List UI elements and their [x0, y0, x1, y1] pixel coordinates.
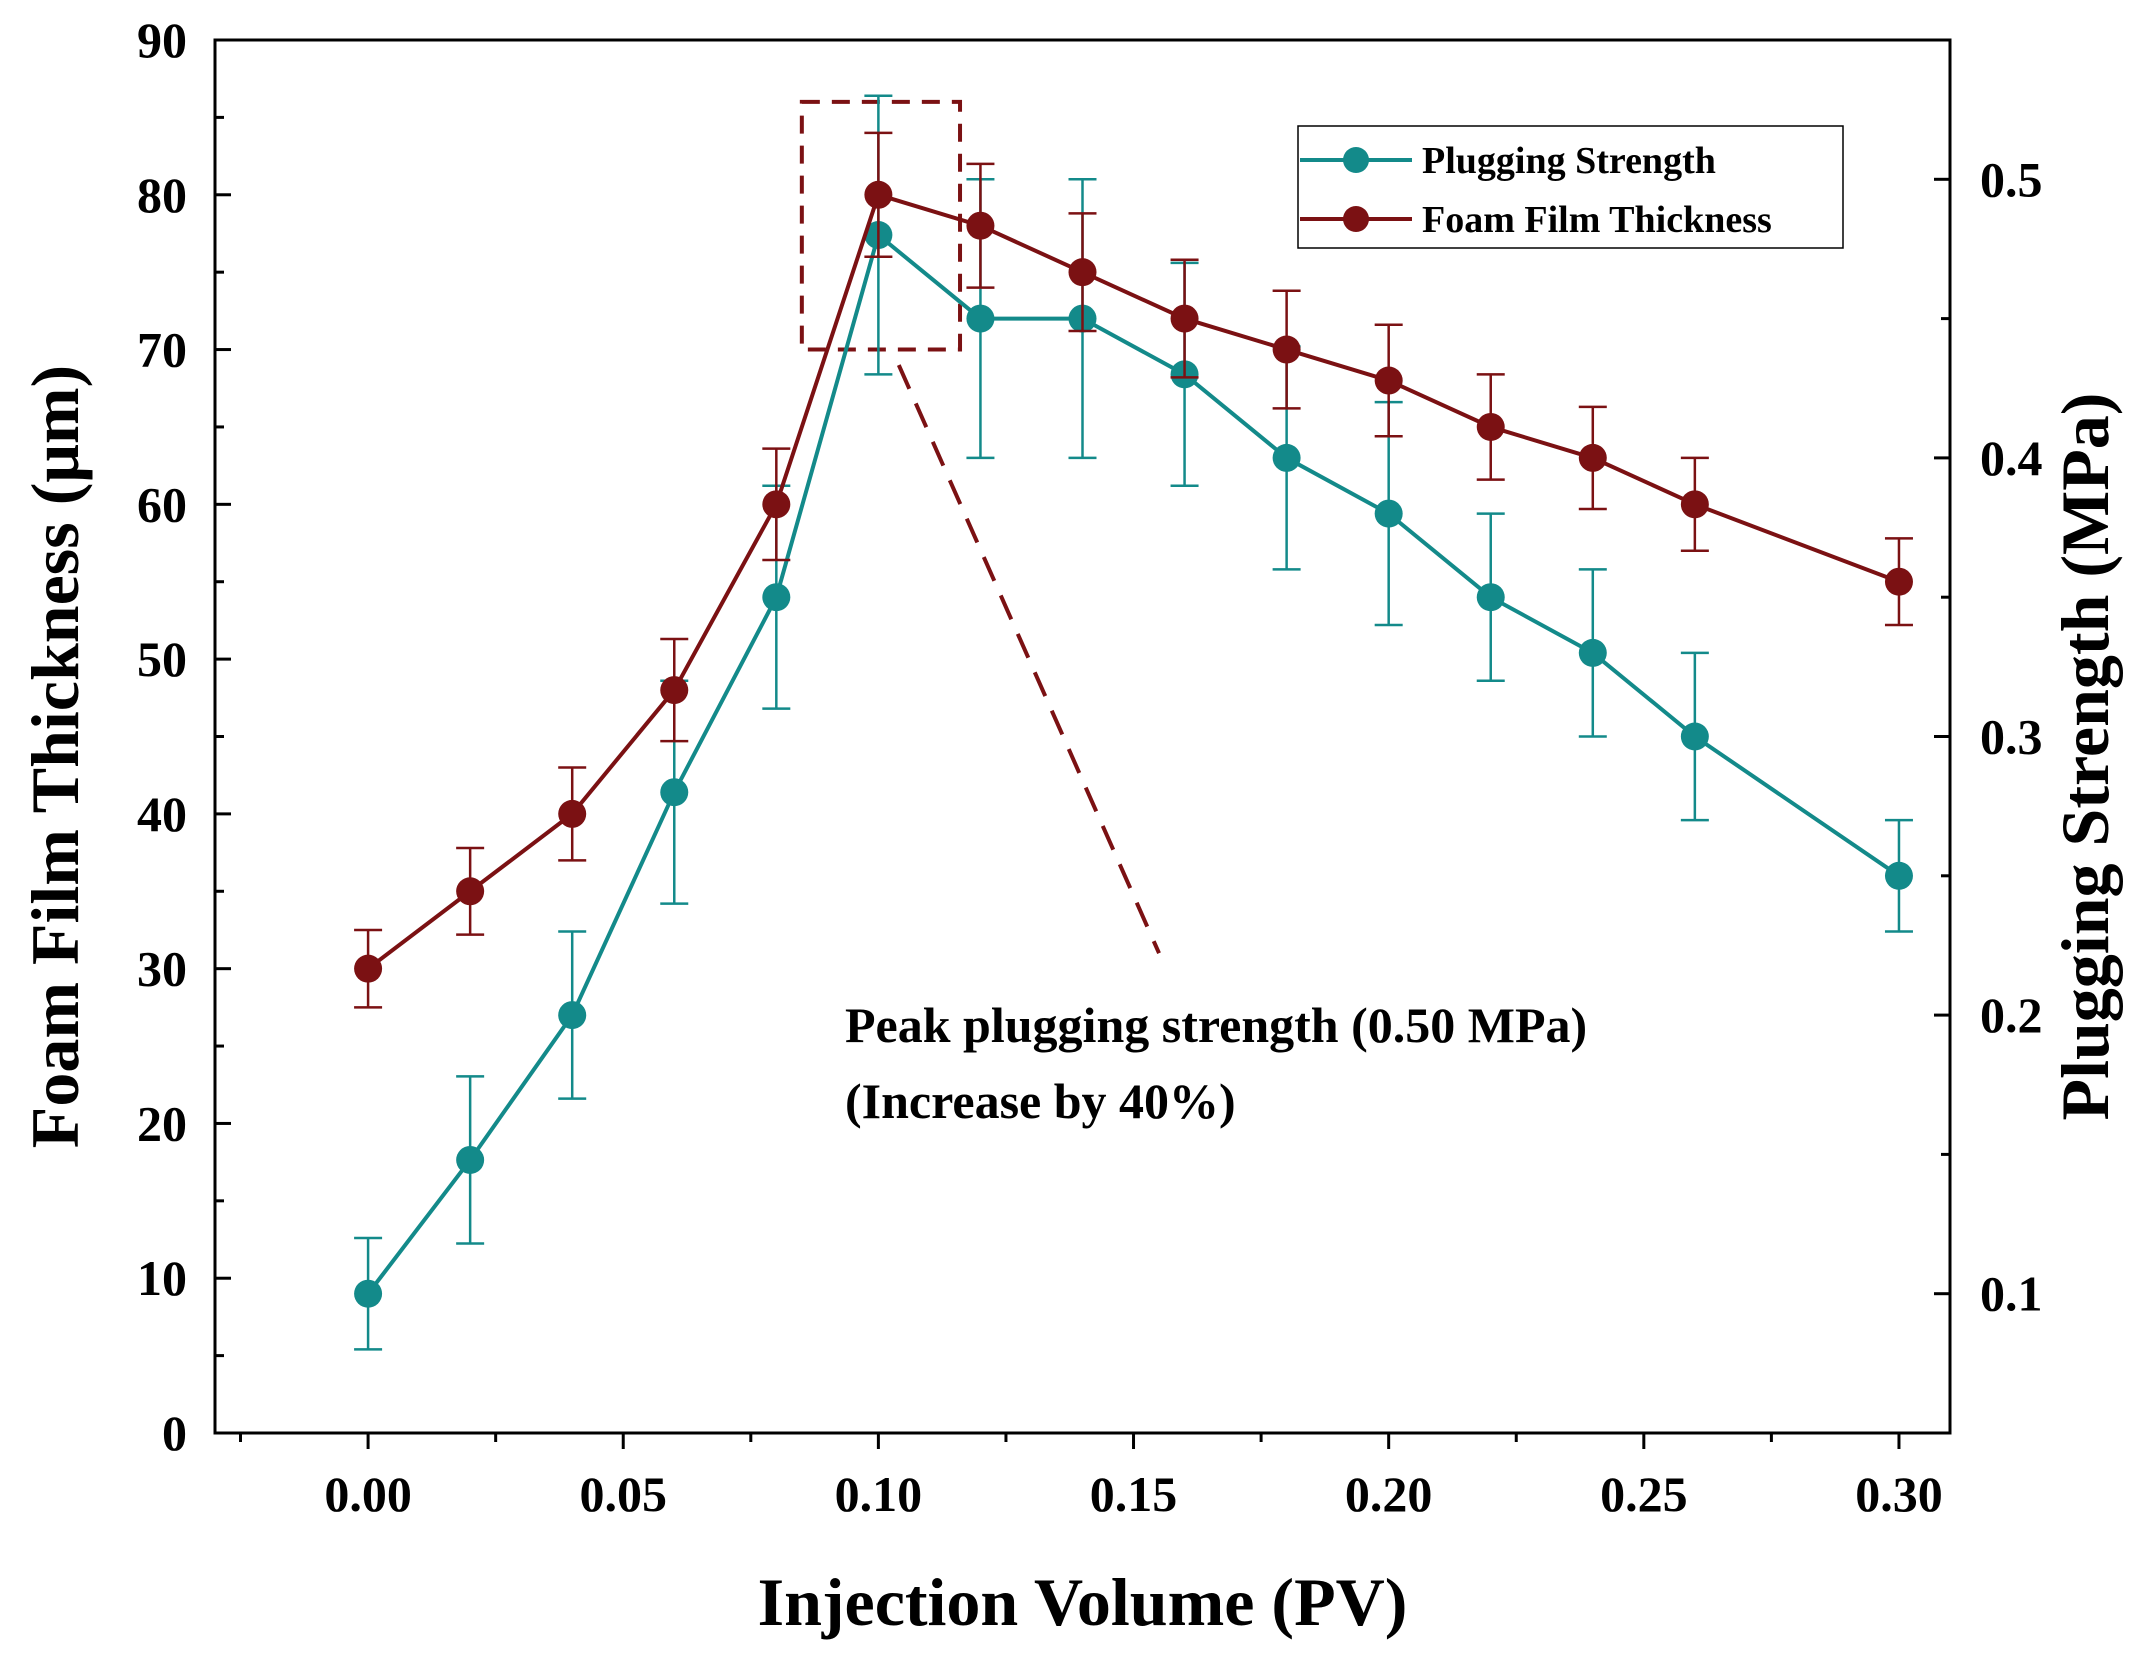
- data-point: [1680, 490, 1709, 519]
- data-point: [1476, 583, 1505, 612]
- series-layer: [354, 94, 1913, 1351]
- highlight-layer: [799, 99, 1161, 954]
- y-left-tick-label: 90: [137, 12, 187, 68]
- data-point: [1884, 861, 1913, 890]
- legend: Plugging Strength Foam Film Thickness: [1297, 125, 1844, 249]
- x-tick-label: 0.05: [579, 1466, 667, 1522]
- data-point: [1272, 443, 1301, 472]
- x-tick-label: 0.00: [324, 1466, 412, 1522]
- series-line: [366, 231, 1901, 1295]
- data-point: [762, 490, 791, 519]
- y-right-axis-title: Plugging Strength (MPa): [2047, 393, 2123, 1121]
- legend-marker-foam-film-thickness: [1343, 206, 1369, 232]
- data-point: [966, 211, 995, 240]
- y-left-tick-label: 50: [137, 631, 187, 687]
- x-tick-label: 0.30: [1855, 1466, 1943, 1522]
- y-left-tick-label: 70: [137, 322, 187, 378]
- x-tick-label: 0.10: [835, 1466, 923, 1522]
- data-point: [354, 1279, 383, 1308]
- annotation-pointer-line: [896, 364, 1161, 954]
- y-left-tick-label: 0: [162, 1405, 187, 1461]
- y-right-tick-label: 0.3: [1980, 709, 2043, 765]
- y-right-tick-label: 0.1: [1980, 1266, 2043, 1322]
- x-axis-title: Injection Volume (PV): [758, 1564, 1408, 1640]
- legend-label-foam-film-thickness: Foam Film Thickness: [1422, 199, 1772, 241]
- x-tick-label: 0.20: [1345, 1466, 1433, 1522]
- data-point: [1374, 366, 1403, 395]
- y-right-tick-label: 0.2: [1980, 987, 2043, 1043]
- y-right-tick-label: 0.4: [1980, 430, 2043, 486]
- data-point: [1272, 335, 1301, 364]
- data-point: [762, 583, 791, 612]
- data-point: [1680, 722, 1709, 751]
- y-left-tick-label: 10: [137, 1250, 187, 1306]
- data-point: [354, 954, 383, 983]
- ticks-layer: 0.00 0.05 0.10 0.15 0.20 0.25 0.30 0 10 20 30 40 50 6…: [137, 12, 2043, 1522]
- annotation-line-1: Peak plugging strength (0.50 MPa): [845, 997, 1587, 1053]
- highlight-box: [799, 99, 963, 352]
- data-point: [966, 304, 995, 333]
- data-point: [1068, 258, 1097, 287]
- y-right-tick-label: 0.5: [1980, 151, 2043, 207]
- data-point: [1476, 412, 1505, 441]
- legend-marker-plugging-strength: [1343, 147, 1369, 173]
- data-point: [558, 1001, 587, 1030]
- y-left-tick-label: 40: [137, 786, 187, 842]
- y-left-tick-label: 80: [137, 167, 187, 223]
- data-point: [1170, 304, 1199, 333]
- series-plugging-strength: [354, 94, 1913, 1351]
- data-point: [864, 180, 893, 209]
- legend-box: [1297, 125, 1844, 249]
- data-point: [1578, 443, 1607, 472]
- annotation-line-2: (Increase by 40%): [845, 1073, 1236, 1129]
- series-foam-film-thickness: [354, 131, 1913, 1009]
- y-left-axis-title: Foam Film Thickness (μm): [17, 365, 93, 1148]
- data-point: [456, 877, 485, 906]
- data-point: [660, 778, 689, 807]
- x-tick-label: 0.15: [1090, 1466, 1178, 1522]
- data-point: [1374, 499, 1403, 528]
- data-point: [456, 1145, 485, 1174]
- data-point: [1578, 638, 1607, 667]
- y-left-tick-label: 30: [137, 941, 187, 997]
- x-tick-label: 0.25: [1600, 1466, 1688, 1522]
- data-point: [558, 799, 587, 828]
- data-point: [1884, 567, 1913, 596]
- series-line: [366, 192, 1900, 971]
- y-left-tick-label: 60: [137, 476, 187, 532]
- legend-label-plugging-strength: Plugging Strength: [1422, 140, 1716, 182]
- y-left-tick-label: 20: [137, 1095, 187, 1151]
- data-point: [660, 676, 689, 705]
